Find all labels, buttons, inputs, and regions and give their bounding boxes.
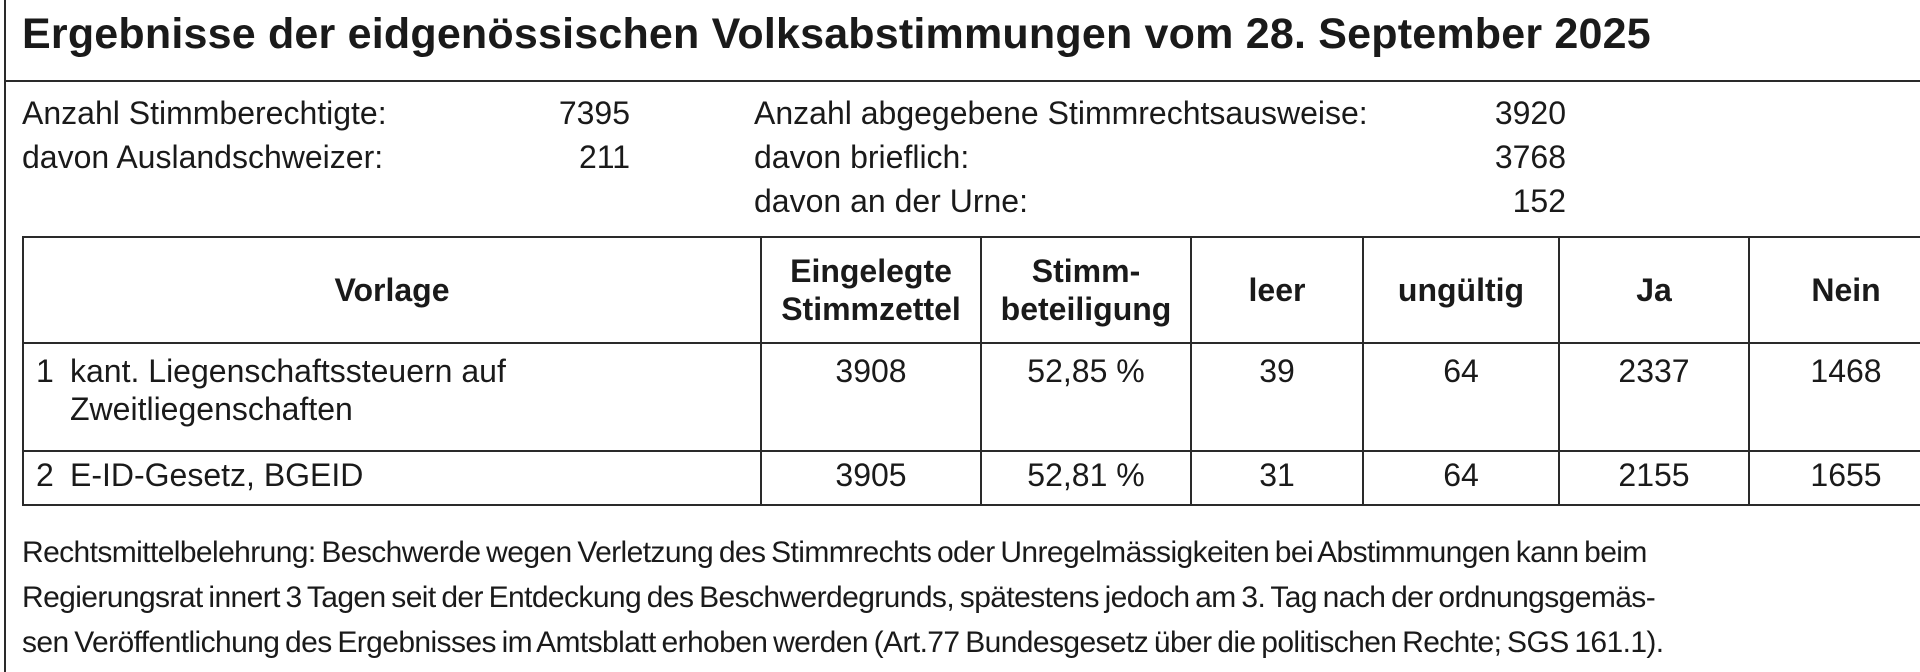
header-stimmbeteiligung: Stimm- beteiligung [980, 236, 1192, 344]
vorlage-title: kant. Liegenschaftssteuern auf Zweitlieg… [70, 352, 760, 428]
header-leer-label: leer [1248, 272, 1306, 308]
stat-label-auslandschweizer: davon Auslandschweizer: [22, 139, 384, 175]
header-vorlage-label: Vorlage [334, 272, 450, 308]
header-eingelegte: Eingelegte Stimmzettel [760, 236, 982, 344]
cell-nein: 1468 [1748, 342, 1920, 452]
cell-vorlage: 1 kant. Liegenschaftssteuern auf Zweitli… [22, 342, 762, 452]
table-row: 1 kant. Liegenschaftssteuern auf Zweitli… [22, 342, 1920, 452]
stat-label-brieflich: davon brieflich: [754, 139, 970, 175]
cell-ungueltig: 64 [1362, 342, 1560, 452]
legal-notice: Rechtsmittelbelehrung: Beschwerde wegen … [22, 530, 1920, 665]
vorlage-title-line1: kant. Liegenschaftssteuern auf [70, 353, 506, 389]
header-leer: leer [1190, 236, 1364, 344]
stat-label-urne: davon an der Urne: [754, 183, 1028, 219]
stat-value-brieflich: 3768 [1494, 139, 1566, 175]
legal-line-1: Rechtsmittelbelehrung: Beschwerde wegen … [22, 536, 1647, 569]
cell-beteiligung: 52,85 % [980, 342, 1192, 452]
stat-label-stimmrechtsausweise: Anzahl abgegebene Stimmrechtsausweise: [754, 95, 1368, 131]
legal-line-3: sen Veröffentlichung des Ergebnisses im … [22, 626, 1664, 659]
vorlage-title-line2: Zweitliegenschaften [70, 391, 353, 427]
cell-beteiligung: 52,81 % [980, 450, 1192, 506]
cell-eingelegte: 3908 [760, 342, 982, 452]
header-stimm-line1: Stimm- [1031, 253, 1141, 289]
cell-vorlage: 2 E-ID-Gesetz, BGEID [22, 450, 762, 506]
cell-eingelegte: 3905 [760, 450, 982, 506]
stat-value-stimmberechtigte: 7395 [558, 95, 630, 131]
vorlage-number: 1 [36, 353, 54, 389]
header-stimm-line2: beteiligung [1000, 291, 1172, 327]
header-nein: Nein [1748, 236, 1920, 344]
header-ja: Ja [1558, 236, 1750, 344]
cell-leer: 39 [1190, 342, 1364, 452]
left-border-rule [4, 0, 6, 672]
cell-nein: 1655 [1748, 450, 1920, 506]
stat-label-stimmberechtigte: Anzahl Stimmberechtigte: [22, 95, 387, 131]
header-nein-label: Nein [1811, 272, 1881, 308]
title-divider [4, 80, 1920, 82]
cell-leer: 31 [1190, 450, 1364, 506]
table-row: 2 E-ID-Gesetz, BGEID 3905 52,81 % 31 64 … [22, 450, 1920, 506]
results-table: Vorlage Eingelegte Stimmzettel Stimm- be… [22, 236, 1920, 506]
header-eingelegte-line2: Stimmzettel [781, 291, 961, 327]
header-vorlage: Vorlage [22, 236, 762, 344]
vorlage-title: E-ID-Gesetz, BGEID [70, 457, 364, 493]
cell-ja: 2337 [1558, 342, 1750, 452]
table-header-row: Vorlage Eingelegte Stimmzettel Stimm- be… [22, 236, 1920, 344]
cell-ungueltig: 64 [1362, 450, 1560, 506]
legal-line-2: Regierungsrat innert 3 Tagen seit der En… [22, 581, 1656, 614]
vorlage-number: 2 [36, 457, 54, 493]
cell-ja: 2155 [1558, 450, 1750, 506]
stat-value-stimmrechtsausweise: 3920 [1494, 95, 1566, 131]
stat-value-urne: 152 [1512, 183, 1566, 219]
page-title: Ergebnisse der eidgenössischen Volksabst… [22, 10, 1651, 58]
stat-value-auslandschweizer: 211 [578, 139, 630, 175]
header-eingelegte-line1: Eingelegte [790, 253, 952, 289]
header-ungueltig: ungültig [1362, 236, 1560, 344]
header-ja-label: Ja [1636, 272, 1672, 308]
header-ungueltig-label: ungültig [1397, 272, 1525, 308]
